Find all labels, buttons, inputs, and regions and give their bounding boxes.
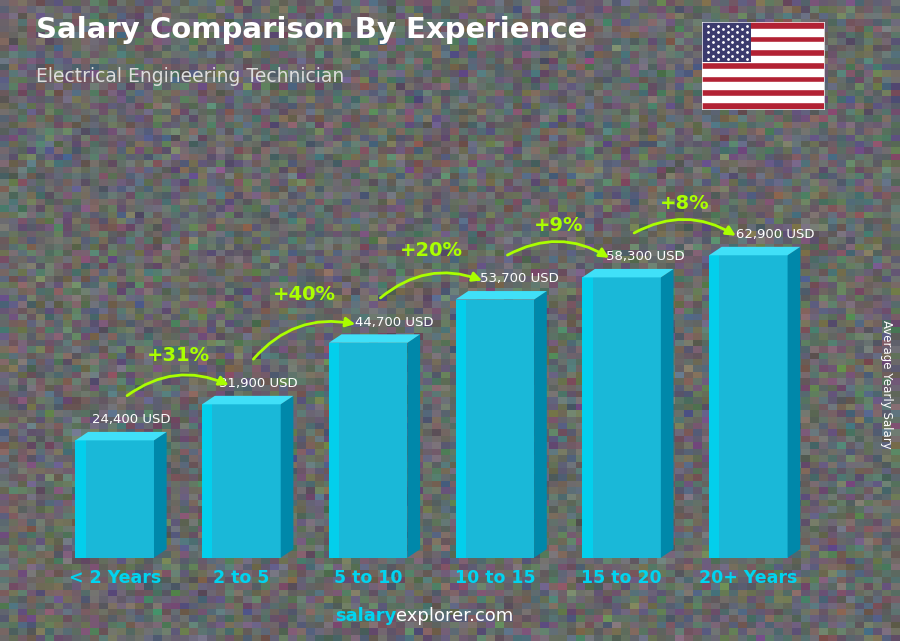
Polygon shape [328,335,420,343]
Polygon shape [408,335,420,558]
Bar [702,82,824,89]
Text: +20%: +20% [400,241,463,260]
Bar [202,404,212,558]
Bar [76,440,154,558]
Bar [455,299,534,558]
Bar [202,404,281,558]
Polygon shape [281,396,293,558]
Bar [76,440,86,558]
Text: Salary Comparison By Experience: Salary Comparison By Experience [36,16,587,44]
Polygon shape [534,291,547,558]
Text: explorer.com: explorer.com [396,607,513,625]
Bar [702,56,824,62]
Bar [702,42,824,49]
Bar [582,278,661,558]
Bar [582,278,592,558]
Bar [702,96,824,103]
Text: +31%: +31% [147,346,210,365]
Text: +40%: +40% [274,285,337,304]
Text: 24,400 USD: 24,400 USD [92,413,170,426]
Text: Average Yearly Salary: Average Yearly Salary [880,320,893,449]
Polygon shape [661,269,673,558]
Text: 58,300 USD: 58,300 USD [607,250,685,263]
Polygon shape [455,291,547,299]
Polygon shape [154,432,166,558]
Bar [702,29,824,36]
Polygon shape [709,247,800,255]
Bar [702,22,751,62]
Bar [702,69,824,76]
Polygon shape [202,396,293,404]
Polygon shape [788,247,800,558]
Text: 44,700 USD: 44,700 USD [356,315,434,329]
Text: +9%: +9% [534,216,583,235]
Text: salary: salary [335,607,396,625]
Bar [328,343,339,558]
Text: 53,700 USD: 53,700 USD [480,272,558,285]
Text: 31,900 USD: 31,900 USD [219,377,297,390]
Polygon shape [582,269,673,278]
Text: Electrical Engineering Technician: Electrical Engineering Technician [36,67,344,87]
Polygon shape [76,432,166,440]
Bar [709,255,719,558]
Text: +8%: +8% [660,194,710,213]
Text: 62,900 USD: 62,900 USD [735,228,814,241]
Bar [455,299,466,558]
Bar [709,255,788,558]
Bar [328,343,408,558]
